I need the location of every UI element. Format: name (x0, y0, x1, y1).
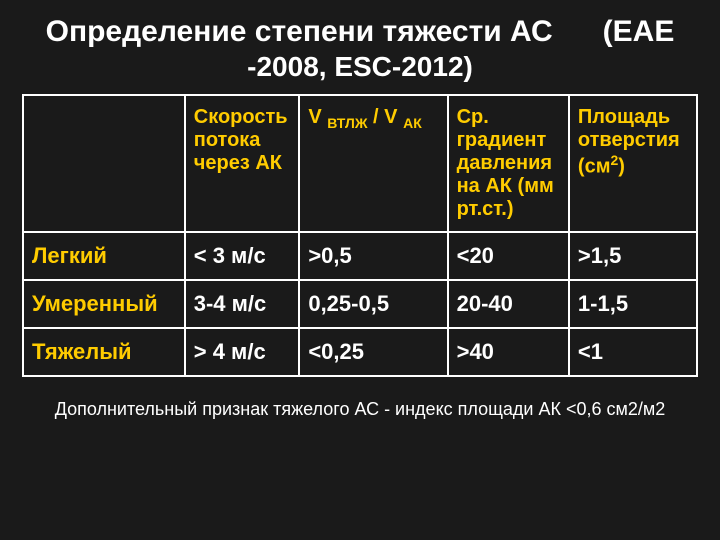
cell-gradient: >40 (448, 328, 569, 376)
cell-velocity: > 4 м/с (185, 328, 300, 376)
cell-velocity: < 3 м/с (185, 232, 300, 280)
header-velocity: Скорость потока через АК (185, 95, 300, 232)
cell-ratio: 0,25-0,5 (299, 280, 447, 328)
row-label: Тяжелый (23, 328, 185, 376)
title-line1-right: (EAE (603, 15, 675, 48)
footnote: Дополнительный признак тяжелого АС - инд… (22, 399, 698, 420)
table-row: Легкий < 3 м/с >0,5 <20 >1,5 (23, 232, 697, 280)
table-row: Умеренный 3-4 м/с 0,25-0,5 20-40 1-1,5 (23, 280, 697, 328)
cell-area: <1 (569, 328, 697, 376)
header-empty (23, 95, 185, 232)
title-line1-left: Определение степени тяжести АС (46, 15, 553, 48)
table-header-row: Скорость потока через АК V ВТЛЖ / V АК С… (23, 95, 697, 232)
title-line1: Определение степени тяжести АС (EAE (22, 14, 698, 50)
header-gradient: Ср. градиент давления на АК (мм рт.ст.) (448, 95, 569, 232)
cell-area: >1,5 (569, 232, 697, 280)
cell-ratio: <0,25 (299, 328, 447, 376)
cell-velocity: 3-4 м/с (185, 280, 300, 328)
severity-table: Скорость потока через АК V ВТЛЖ / V АК С… (22, 94, 698, 377)
header-area: Площадь отверстия (см2) (569, 95, 697, 232)
row-label: Умеренный (23, 280, 185, 328)
cell-gradient: 20-40 (448, 280, 569, 328)
header-ratio: V ВТЛЖ / V АК (299, 95, 447, 232)
slide-title: Определение степени тяжести АС (EAE -200… (22, 14, 698, 84)
table-row: Тяжелый > 4 м/с <0,25 >40 <1 (23, 328, 697, 376)
slide: Определение степени тяжести АС (EAE -200… (0, 0, 720, 540)
row-label: Легкий (23, 232, 185, 280)
cell-area: 1-1,5 (569, 280, 697, 328)
cell-gradient: <20 (448, 232, 569, 280)
title-line2: -2008, ESC-2012) (22, 50, 698, 84)
cell-ratio: >0,5 (299, 232, 447, 280)
